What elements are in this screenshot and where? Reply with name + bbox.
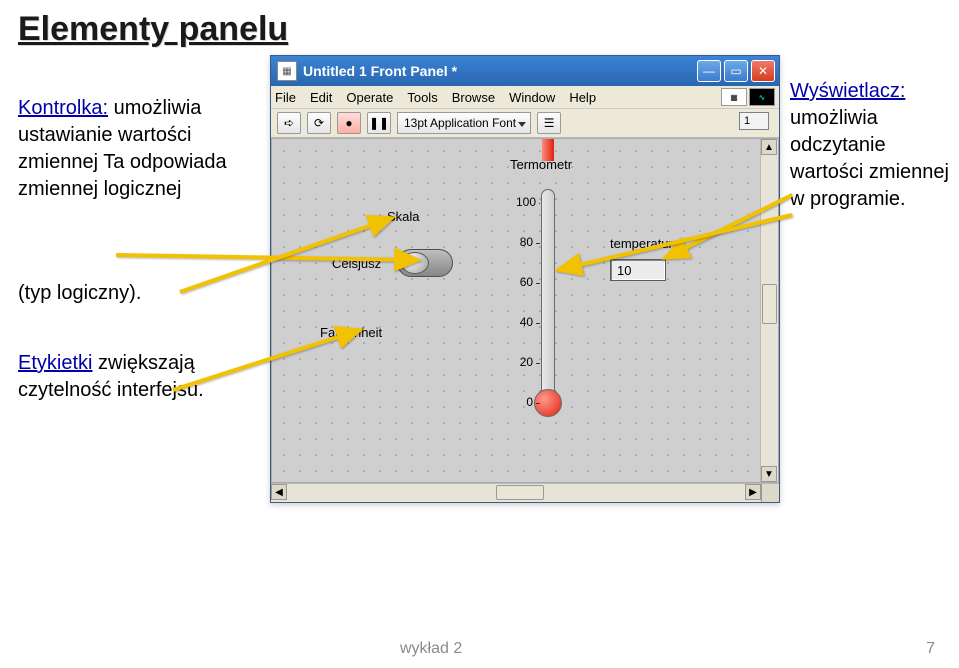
thermometer-scale: 100 80 60 40 20 0 [516,195,540,405]
close-button[interactable]: ✕ [751,60,775,82]
tick-80: 80 [516,235,533,249]
callout-labels-heading: Etykietki [18,352,92,374]
scale-toggle-knob [401,252,429,274]
vertical-scrollbar[interactable]: ▲ ▼ [760,139,778,482]
window-titlebar: ▦ Untitled 1 Front Panel * — ▭ ✕ [271,56,779,86]
labview-window: ▦ Untitled 1 Front Panel * — ▭ ✕ File Ed… [270,55,780,503]
thermometer-tube [541,189,555,399]
vscroll-thumb[interactable] [762,284,777,324]
label-temperatura: temperatura [610,236,680,251]
tick-60: 60 [516,275,533,289]
temperature-indicator: 10 [610,259,666,281]
scale-toggle[interactable] [397,249,453,277]
abort-button[interactable]: ● [337,112,361,134]
tick-20: 20 [516,355,533,369]
label-celsjusz: Celsjusz [332,256,381,271]
horizontal-scrollbar[interactable]: ◀ ▶ [271,483,779,501]
callout-control: Kontrolka: umożliwia ustawianie wartości… [18,95,243,203]
menu-edit[interactable]: Edit [310,90,332,105]
scroll-left-icon[interactable]: ◀ [271,484,287,500]
slide-title: Elementy panelu [18,10,288,49]
window-title: Untitled 1 Front Panel * [303,63,697,79]
label-skala: Skala [387,209,420,224]
scroll-corner [761,484,779,502]
maximize-button[interactable]: ▭ [724,60,748,82]
toolbar: ➪ ⟳ ● ❚❚ 13pt Application Font ☰ [271,108,779,138]
callout-labels: Etykietki zwiększają czytelność interfej… [18,350,243,404]
menu-tools[interactable]: Tools [407,90,437,105]
tick-40: 40 [516,315,533,329]
font-select[interactable]: 13pt Application Font [397,112,531,134]
vi-icon: ▦ [277,61,297,81]
run-continuous-button[interactable]: ⟳ [307,112,331,134]
pause-button[interactable]: ❚❚ [367,112,391,134]
callout-type: (typ logiczny). [18,280,243,307]
connector-icon[interactable]: ▦ [721,88,747,106]
vi-graph-icon[interactable]: ∿ [749,88,775,106]
scroll-down-icon[interactable]: ▼ [761,466,777,482]
footer-lecture-label: wykład 2 [400,640,462,658]
callout-indicator-heading: Wyświetlacz: [790,80,905,102]
run-button[interactable]: ➪ [277,112,301,134]
callout-indicator-body: umożliwia odczytanie wartości zmiennej w… [790,107,949,210]
callout-control-heading: Kontrolka: [18,97,108,119]
footer-page-number: 7 [926,640,935,658]
menu-operate[interactable]: Operate [346,90,393,105]
minimize-button[interactable]: — [697,60,721,82]
scroll-up-icon[interactable]: ▲ [761,139,777,155]
thermometer-fill [542,138,554,161]
menu-file[interactable]: File [275,90,296,105]
align-button[interactable]: ☰ [537,112,561,134]
context-help-counter: 1 [739,112,769,130]
tick-0: 0 [516,395,533,409]
front-panel-canvas[interactable]: Termometr Skala Celsjusz Fahrenheit temp… [271,138,779,483]
menu-window[interactable]: Window [509,90,555,105]
menubar: File Edit Operate Tools Browse Window He… [271,86,779,108]
scroll-right-icon[interactable]: ▶ [745,484,761,500]
callout-indicator: Wyświetlacz: umożliwia odczytanie wartoś… [790,78,950,213]
label-fahrenheit: Fahrenheit [320,325,382,340]
tick-100: 100 [516,195,536,209]
menu-browse[interactable]: Browse [452,90,495,105]
hscroll-thumb[interactable] [496,485,544,500]
menu-help[interactable]: Help [569,90,596,105]
